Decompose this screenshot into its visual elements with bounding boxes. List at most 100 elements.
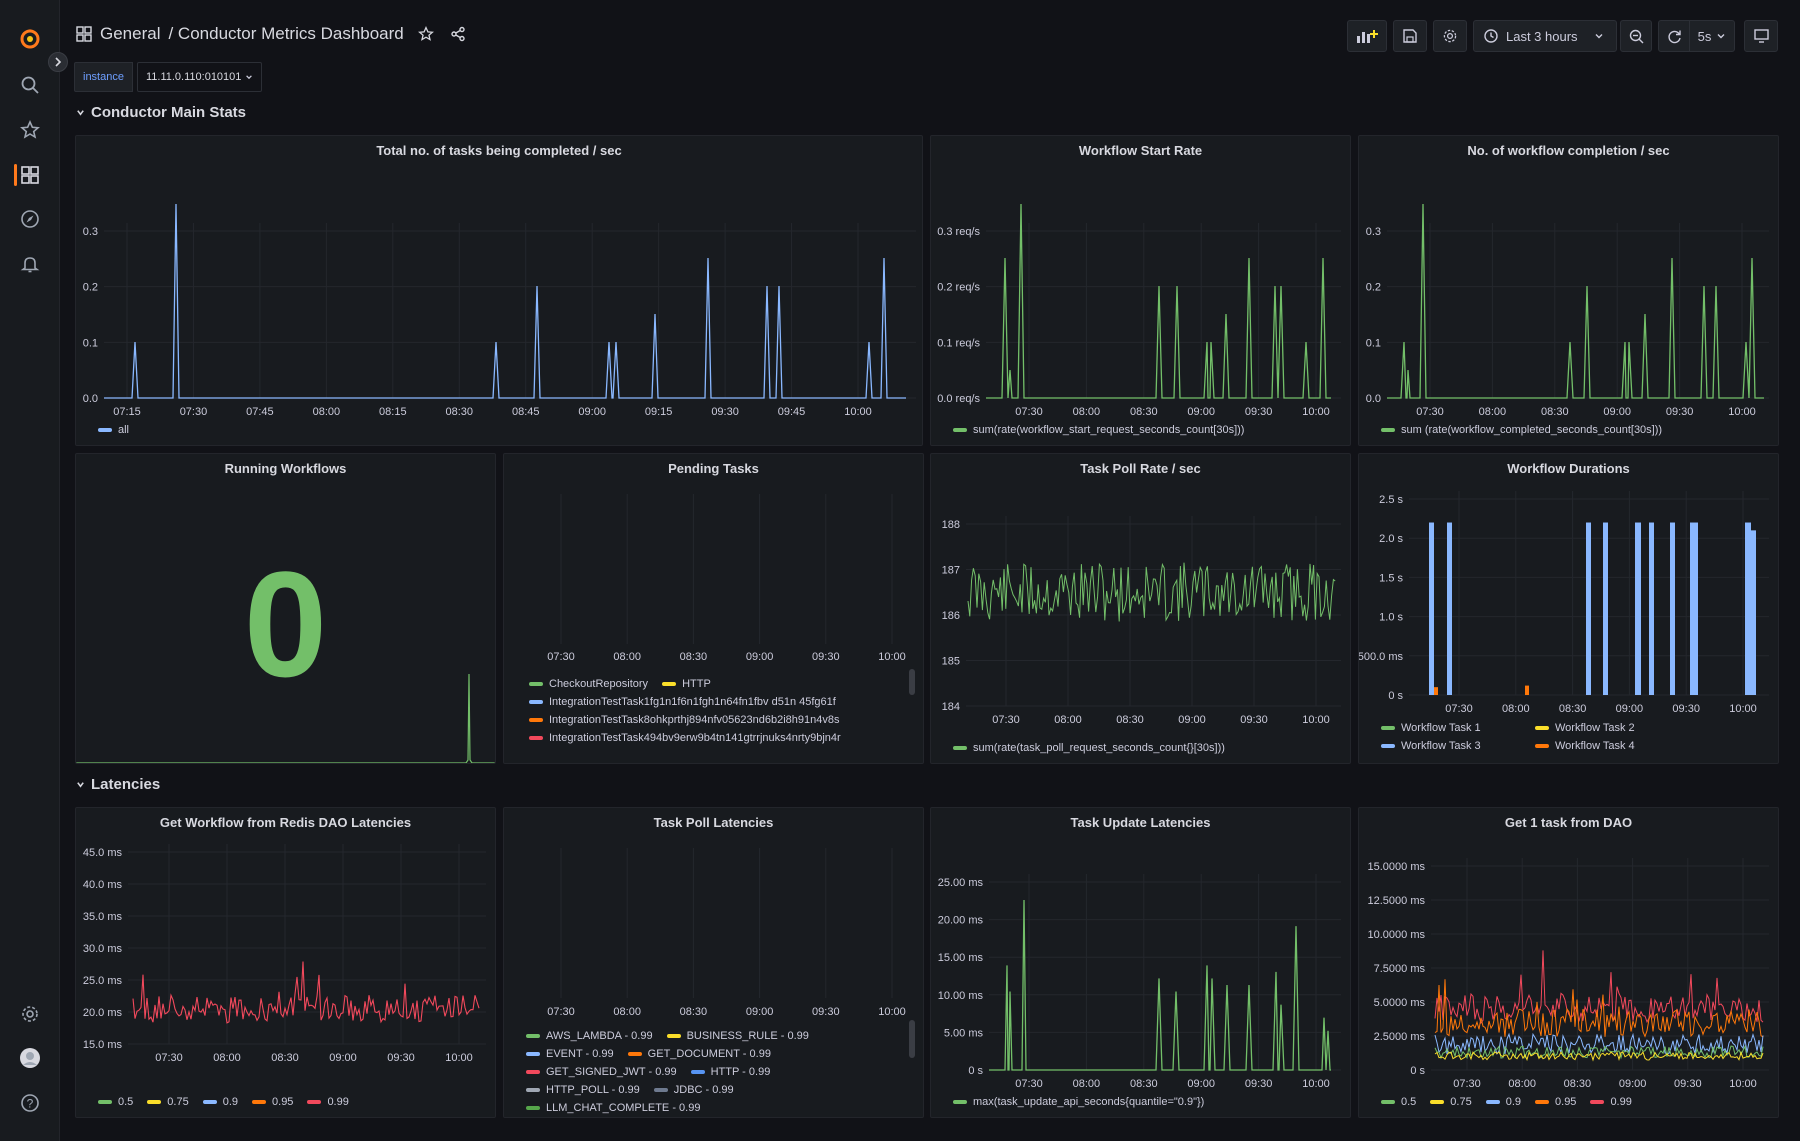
legend-item[interactable]: 0.75 <box>147 1096 189 1108</box>
x-tick-label: 09:30 <box>1245 406 1273 418</box>
legend-item[interactable]: BUSINESS_RULE - 0.99 <box>666 1030 809 1042</box>
legend-item[interactable]: HTTP <box>662 678 711 690</box>
series-line <box>989 899 1331 1071</box>
y-tick-label: 188 <box>942 519 960 531</box>
refresh-interval-picker[interactable]: 5s <box>1689 20 1735 52</box>
legend-item[interactable]: 0.99 <box>307 1096 349 1108</box>
graph-redis-latencies[interactable]: 45.0 ms 40.0 ms 35.0 ms 30.0 ms 25.0 ms 20.0 … <box>76 808 496 1118</box>
legend-item[interactable]: Workflow Task 4 <box>1535 740 1675 752</box>
legend-item[interactable]: 0.5 <box>1381 1096 1416 1108</box>
y-tick-label: 0 s <box>1388 690 1403 702</box>
alerting-bell-icon[interactable] <box>19 253 41 275</box>
dashboard-settings-button[interactable] <box>1433 20 1467 52</box>
star-icon[interactable] <box>19 119 41 141</box>
row-conductor-main-stats[interactable]: Conductor Main Stats <box>76 104 246 121</box>
share-icon[interactable] <box>450 26 466 42</box>
x-tick-label: 09:00 <box>746 651 774 663</box>
legend-item[interactable]: 0.5 <box>98 1096 133 1108</box>
legend-item[interactable]: 0.75 <box>1430 1096 1472 1108</box>
graph-workflow-completion[interactable]: 0.3 0.2 0.1 0.0 07:30 08:00 08:30 09:00 09:30 10:… <box>1359 136 1779 446</box>
panel-title[interactable]: Task Poll Rate / sec <box>1080 461 1201 476</box>
expand-sidebar-button[interactable] <box>48 52 68 72</box>
panel-title[interactable]: Task Poll Latencies <box>653 815 774 830</box>
active-indicator <box>14 164 17 186</box>
legend-item[interactable]: all <box>98 424 129 436</box>
user-avatar[interactable] <box>19 1047 41 1069</box>
legend-item[interactable]: Workflow Task 2 <box>1535 722 1675 734</box>
panel-title[interactable]: Pending Tasks <box>668 461 759 476</box>
x-tick-label: 07:30 <box>155 1052 183 1064</box>
time-range-picker[interactable]: Last 3 hours <box>1473 20 1617 52</box>
legend-item[interactable]: IntegrationTestTask494bv9erw9b4tn141gtrr… <box>529 732 889 744</box>
y-tick-label: 20.0 ms <box>83 1007 123 1019</box>
panel-title[interactable]: Task Update Latencies <box>1070 815 1211 830</box>
legend-swatch <box>147 1100 162 1104</box>
panel-title[interactable]: No. of workflow completion / sec <box>1467 143 1670 158</box>
legend-item[interactable]: 0.99 <box>1590 1096 1632 1108</box>
legend-item[interactable]: Workflow Task 3 <box>1381 740 1521 752</box>
legend-scrollbar[interactable] <box>909 669 915 695</box>
legend-item[interactable]: GET_DOCUMENT - 0.99 <box>627 1048 771 1060</box>
help-icon[interactable]: ? <box>19 1092 41 1114</box>
row-latencies[interactable]: Latencies <box>76 776 160 793</box>
legend-item[interactable]: IntegrationTestTask8ohkprthj894nfv05623n… <box>529 714 889 726</box>
breadcrumb-title[interactable]: / Conductor Metrics Dashboard <box>168 24 404 43</box>
graph-task-update-latencies[interactable]: 25.00 ms 20.00 ms 15.00 ms 10.00 ms 5.00 ms 0… <box>931 808 1351 1118</box>
legend-item[interactable]: JDBC - 0.99 <box>653 1084 734 1096</box>
search-icon[interactable] <box>19 74 41 96</box>
zoom-out-button[interactable] <box>1620 20 1652 52</box>
panel-title[interactable]: Total no. of tasks being completed / sec <box>376 143 622 158</box>
panel-title[interactable]: Workflow Durations <box>1507 461 1630 476</box>
refresh-button[interactable] <box>1658 20 1690 52</box>
panel-title[interactable]: Get Workflow from Redis DAO Latencies <box>159 815 412 830</box>
legend-item[interactable]: 0.9 <box>202 1096 238 1108</box>
graph-get-task-dao[interactable]: 15.0000 ms 12.5000 ms 10.0000 ms 7.5000 ms 5… <box>1359 808 1779 1118</box>
graph-workflow-durations[interactable]: 2.5 s 2.0 s 1.5 s 1.0 s 500.0 ms 0 s 07:30 08:0… <box>1359 454 1779 764</box>
legend-item[interactable]: AWS_LAMBDA - 0.99 <box>526 1030 653 1042</box>
legend-item[interactable]: max(task_update_api_seconds{quantile="0.… <box>953 1096 1204 1108</box>
breadcrumb-folder[interactable]: General <box>100 24 161 43</box>
x-tick-label: 09:00 <box>1619 1078 1647 1090</box>
y-tick-label: 2.5000 ms <box>1374 1031 1426 1043</box>
legend-item[interactable]: sum(rate(task_poll_request_seconds_count… <box>953 742 1225 754</box>
instance-variable-select[interactable]: 11.11.0.110:010101 <box>136 62 263 92</box>
tv-mode-button[interactable] <box>1744 20 1778 52</box>
settings-gear-icon[interactable] <box>19 1003 41 1025</box>
legend: sum(rate(task_poll_request_seconds_count… <box>953 742 1225 754</box>
legend-scrollbar[interactable] <box>909 1020 915 1058</box>
legend-item[interactable]: 0.95 <box>252 1096 293 1108</box>
x-tick-label: 10:00 <box>1729 703 1757 715</box>
legend-item[interactable]: 0.95 <box>1535 1096 1576 1108</box>
legend-item[interactable]: sum(rate(workflow_start_request_seconds_… <box>953 424 1244 436</box>
legend-item[interactable]: HTTP_POLL - 0.99 <box>526 1084 640 1096</box>
legend-item[interactable]: 0.9 <box>1485 1096 1521 1108</box>
legend-item[interactable]: CheckoutRepository <box>529 678 648 690</box>
legend-item[interactable]: HTTP - 0.99 <box>690 1066 770 1078</box>
x-tick-label: 08:00 <box>1073 1078 1101 1090</box>
dashboards-icon[interactable] <box>19 164 41 186</box>
graph-task-poll-rate[interactable]: 188 187 186 185 184 07:30 08:00 08:30 09:00 09:30… <box>931 454 1351 764</box>
panel-title[interactable]: Running Workflows <box>224 461 347 476</box>
graph-task-poll-latencies[interactable]: 07:30 08:00 08:30 09:00 09:30 10:00 <box>504 808 924 1118</box>
explore-compass-icon[interactable] <box>19 208 41 230</box>
legend-item[interactable]: EVENT - 0.99 <box>526 1048 614 1060</box>
panel-title[interactable]: Workflow Start Rate <box>1078 143 1203 158</box>
legend-label: EVENT - 0.99 <box>546 1048 614 1060</box>
star-favorite-icon[interactable] <box>417 26 434 42</box>
panel-tasks-completed: Total no. of tasks being completed / sec… <box>75 135 923 446</box>
panel-title[interactable]: Get 1 task from DAO <box>1504 815 1633 830</box>
y-tick-label: 12.5000 ms <box>1368 895 1426 907</box>
graph-workflow-start-rate[interactable]: 0.3 req/s 0.2 req/s 0.1 req/s 0.0 req/s 07:3… <box>931 136 1351 446</box>
graph-tasks-completed[interactable]: 0.3 0.2 0.1 0.0 07:15 07:30 07:45 08:00 08:15 08:… <box>76 136 923 446</box>
legend-item[interactable]: Workflow Task 1 <box>1381 722 1521 734</box>
x-tick-label: 09:30 <box>812 651 840 663</box>
graph-pending-tasks[interactable]: 07:30 08:00 08:30 09:00 09:30 10:00 <box>504 454 924 764</box>
legend-swatch <box>953 428 967 432</box>
legend-item[interactable]: IntegrationTestTask1fg1n1f6n1fgh1n64fn1f… <box>529 696 889 708</box>
save-dashboard-button[interactable] <box>1393 20 1427 52</box>
legend-item[interactable]: GET_SIGNED_JWT - 0.99 <box>526 1066 677 1078</box>
add-panel-button[interactable] <box>1347 20 1387 52</box>
legend-item[interactable]: sum (rate(workflow_completed_seconds_cou… <box>1381 424 1662 436</box>
legend-item[interactable]: LLM_CHAT_COMPLETE - 0.99 <box>526 1102 700 1114</box>
grafana-logo-icon[interactable] <box>19 28 41 50</box>
